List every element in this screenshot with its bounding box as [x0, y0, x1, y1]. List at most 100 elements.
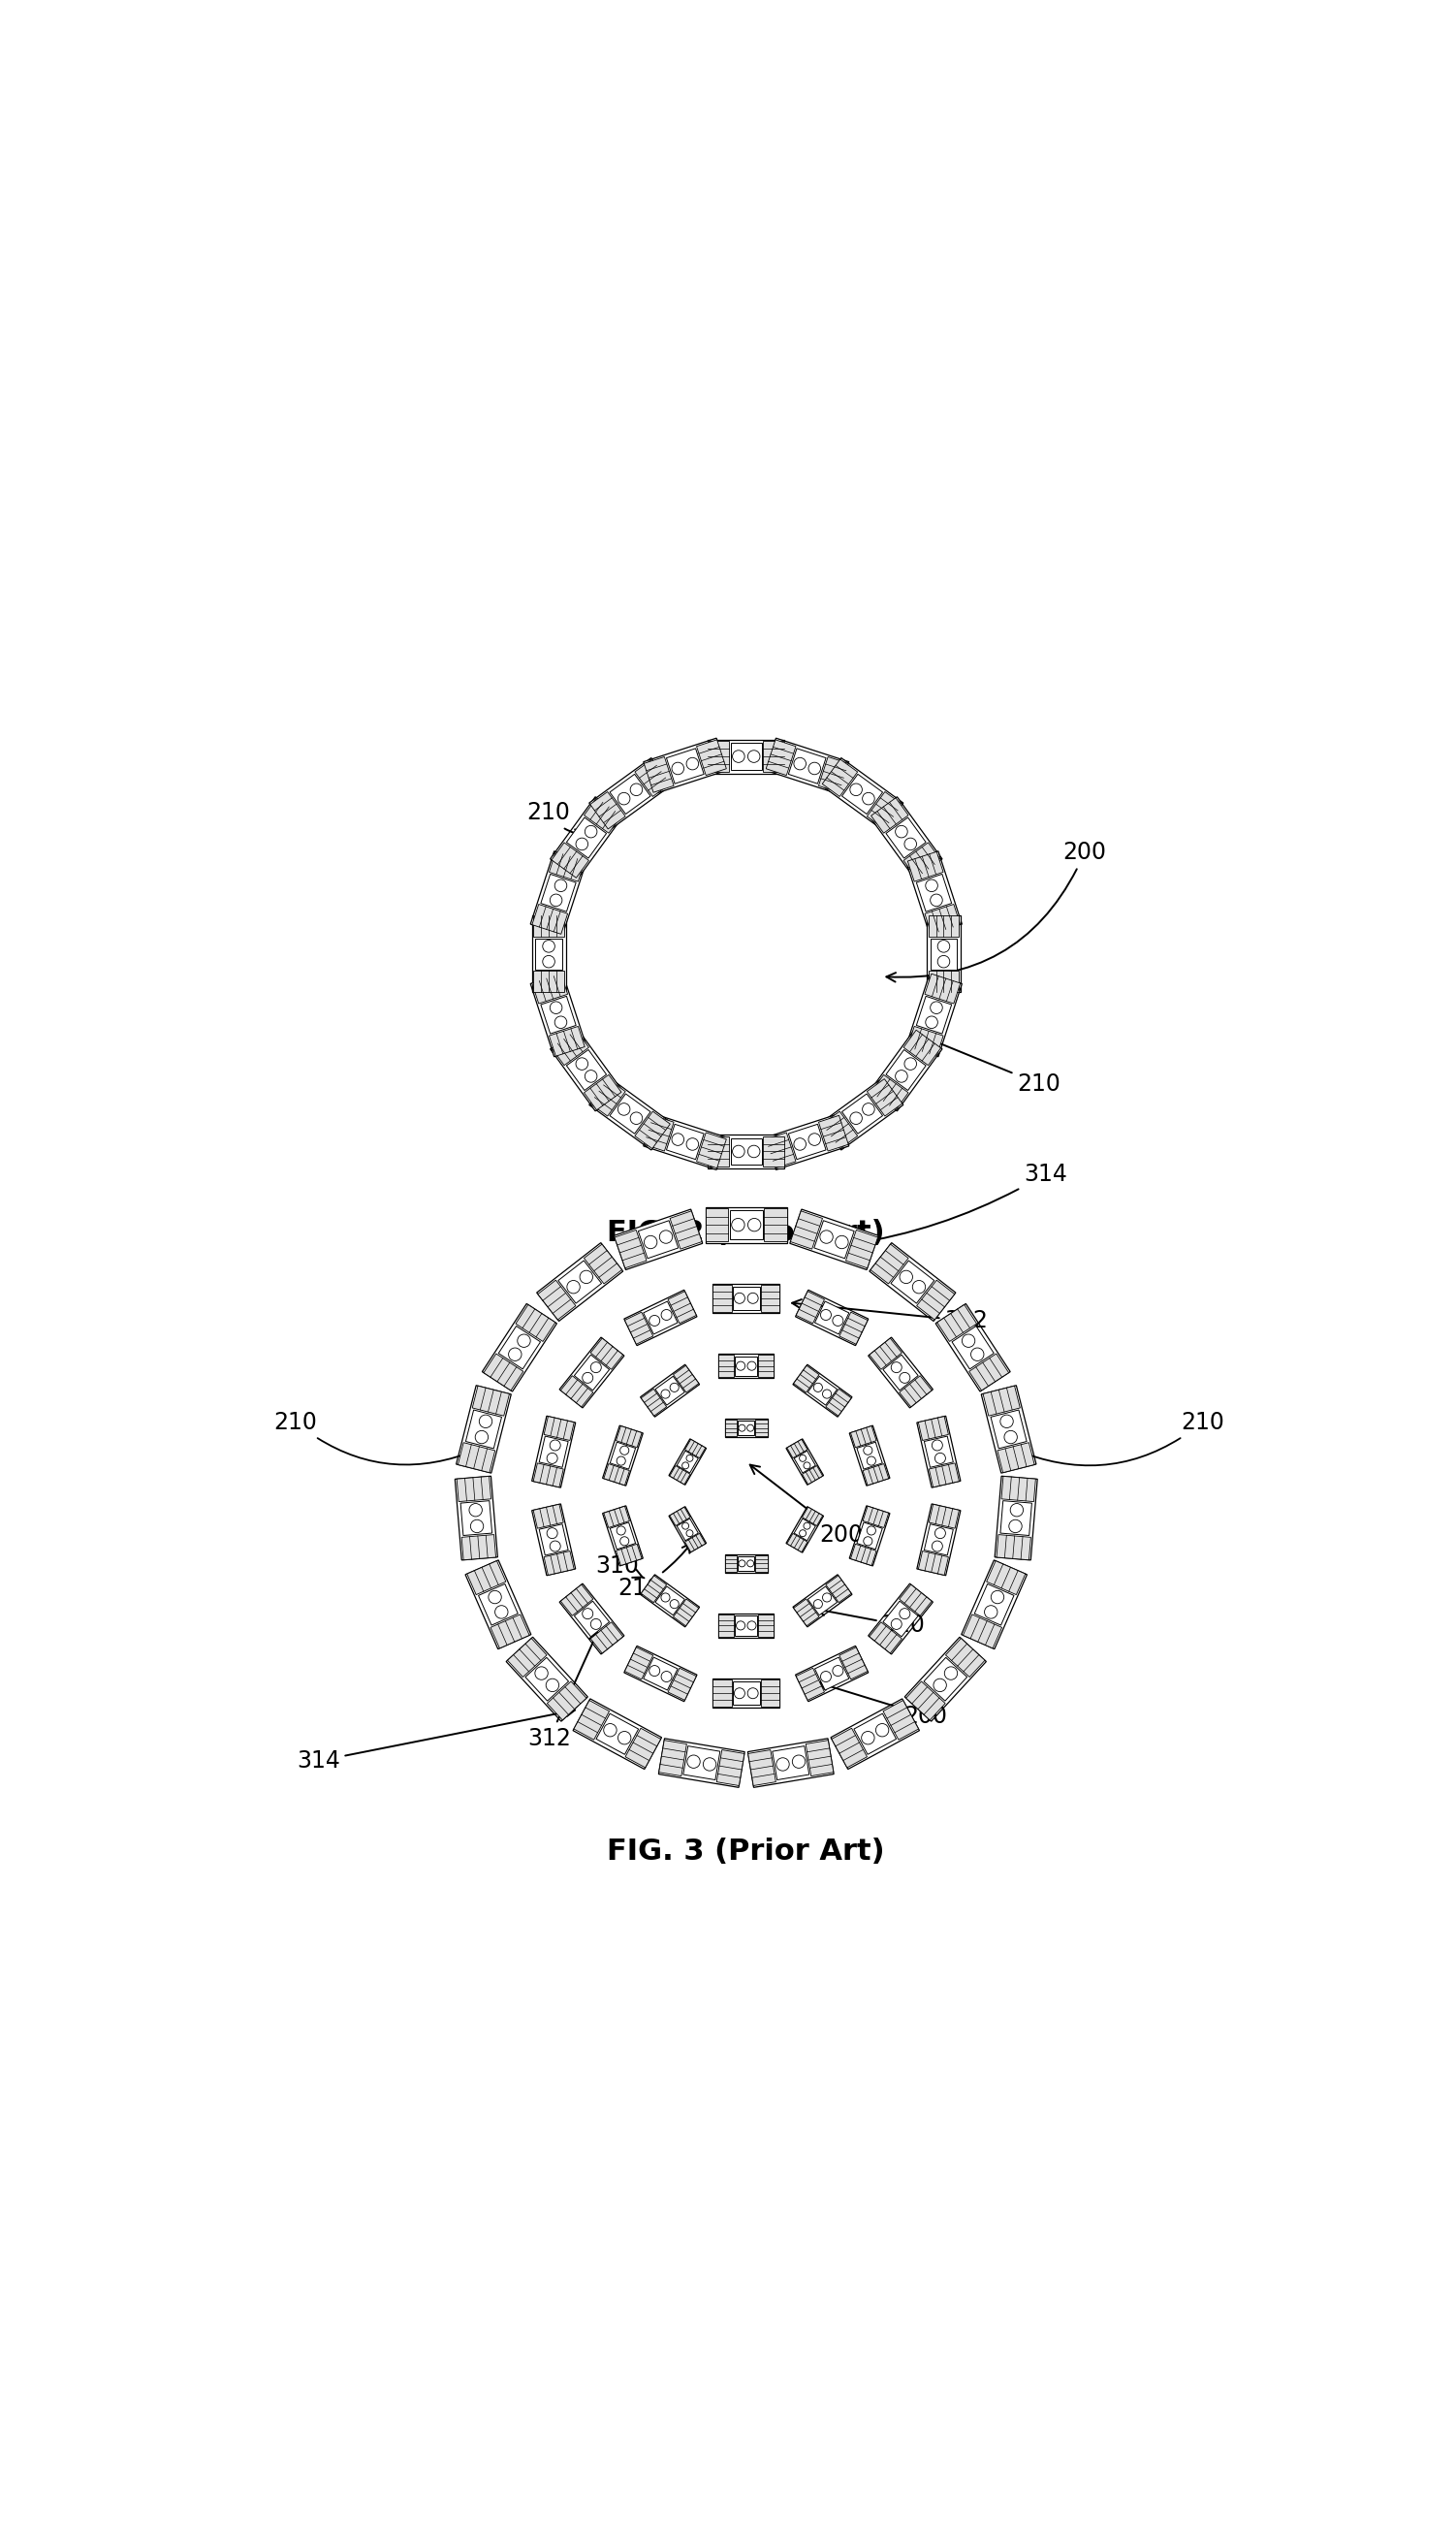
Polygon shape: [842, 773, 882, 813]
Polygon shape: [641, 1576, 667, 1601]
Polygon shape: [673, 1599, 699, 1627]
Circle shape: [686, 758, 699, 770]
Polygon shape: [459, 1442, 495, 1473]
Polygon shape: [673, 1367, 699, 1392]
Polygon shape: [826, 1576, 852, 1601]
Polygon shape: [925, 1523, 954, 1556]
Polygon shape: [882, 1354, 919, 1389]
Polygon shape: [802, 1508, 823, 1526]
Text: 312: 312: [527, 1632, 598, 1751]
Polygon shape: [614, 1230, 646, 1268]
Polygon shape: [868, 1336, 933, 1407]
Polygon shape: [907, 851, 943, 882]
Circle shape: [895, 1071, 907, 1081]
Circle shape: [661, 1672, 671, 1682]
Circle shape: [1005, 1430, 1018, 1445]
Polygon shape: [821, 1079, 903, 1149]
Polygon shape: [756, 1420, 767, 1437]
Polygon shape: [498, 1326, 540, 1369]
Polygon shape: [763, 740, 785, 770]
Polygon shape: [725, 1553, 767, 1574]
Polygon shape: [540, 995, 577, 1033]
Polygon shape: [849, 1505, 890, 1566]
Circle shape: [644, 1235, 657, 1248]
Polygon shape: [610, 1094, 651, 1134]
Circle shape: [517, 1334, 530, 1346]
Circle shape: [935, 1528, 945, 1538]
Polygon shape: [539, 1437, 568, 1468]
Circle shape: [550, 1541, 561, 1551]
Polygon shape: [842, 1094, 882, 1134]
Circle shape: [814, 1599, 823, 1609]
Polygon shape: [625, 1291, 697, 1346]
Circle shape: [799, 1455, 807, 1463]
Circle shape: [900, 1271, 913, 1283]
Polygon shape: [853, 1713, 897, 1756]
Circle shape: [808, 1134, 821, 1144]
Polygon shape: [858, 1442, 882, 1470]
Polygon shape: [786, 1440, 808, 1458]
Polygon shape: [457, 1475, 491, 1500]
Circle shape: [617, 1526, 626, 1536]
Polygon shape: [738, 1556, 754, 1571]
Polygon shape: [794, 1364, 852, 1417]
Circle shape: [748, 1144, 760, 1157]
Polygon shape: [907, 1026, 943, 1056]
Polygon shape: [713, 1286, 731, 1311]
Polygon shape: [906, 1682, 945, 1720]
Polygon shape: [923, 1657, 967, 1700]
Polygon shape: [996, 1536, 1031, 1561]
Circle shape: [748, 1218, 761, 1230]
Circle shape: [747, 1561, 754, 1566]
Polygon shape: [655, 1377, 684, 1404]
Circle shape: [582, 1609, 593, 1619]
Circle shape: [747, 1687, 759, 1697]
Polygon shape: [725, 1556, 737, 1571]
Polygon shape: [871, 1245, 909, 1283]
Polygon shape: [508, 1639, 547, 1677]
Circle shape: [547, 1528, 558, 1538]
Circle shape: [804, 1463, 811, 1470]
Polygon shape: [533, 1463, 563, 1488]
Polygon shape: [961, 1561, 1026, 1649]
Polygon shape: [866, 791, 903, 829]
Polygon shape: [997, 1442, 1034, 1473]
Circle shape: [794, 758, 807, 770]
Polygon shape: [684, 1440, 706, 1458]
Circle shape: [904, 1058, 917, 1071]
Circle shape: [585, 1071, 597, 1081]
Polygon shape: [604, 1463, 629, 1485]
Text: 314: 314: [852, 1162, 1067, 1248]
Polygon shape: [574, 1700, 609, 1740]
Circle shape: [649, 1665, 660, 1677]
Polygon shape: [644, 758, 674, 793]
Polygon shape: [610, 1442, 635, 1470]
Polygon shape: [945, 1639, 984, 1677]
Circle shape: [661, 1594, 670, 1601]
Polygon shape: [667, 748, 703, 783]
Polygon shape: [526, 1657, 569, 1700]
Polygon shape: [668, 1440, 706, 1485]
Polygon shape: [725, 1420, 767, 1437]
Polygon shape: [732, 1286, 760, 1311]
Polygon shape: [531, 973, 568, 1003]
Polygon shape: [558, 1260, 601, 1303]
Polygon shape: [925, 1437, 954, 1468]
Polygon shape: [670, 1210, 702, 1248]
Polygon shape: [708, 1134, 785, 1170]
Circle shape: [737, 1362, 745, 1369]
Text: FIG. 3 (Prior Art): FIG. 3 (Prior Art): [607, 1836, 885, 1864]
Polygon shape: [839, 1311, 868, 1344]
Circle shape: [747, 1293, 759, 1303]
Circle shape: [469, 1503, 482, 1516]
Polygon shape: [713, 1677, 779, 1708]
Circle shape: [508, 1349, 521, 1362]
Polygon shape: [696, 1132, 727, 1167]
Polygon shape: [533, 1505, 563, 1528]
Text: 312: 312: [792, 1298, 989, 1331]
Circle shape: [747, 1622, 756, 1629]
Polygon shape: [536, 940, 562, 970]
Polygon shape: [610, 773, 651, 813]
Polygon shape: [904, 1637, 986, 1720]
Circle shape: [661, 1308, 671, 1321]
